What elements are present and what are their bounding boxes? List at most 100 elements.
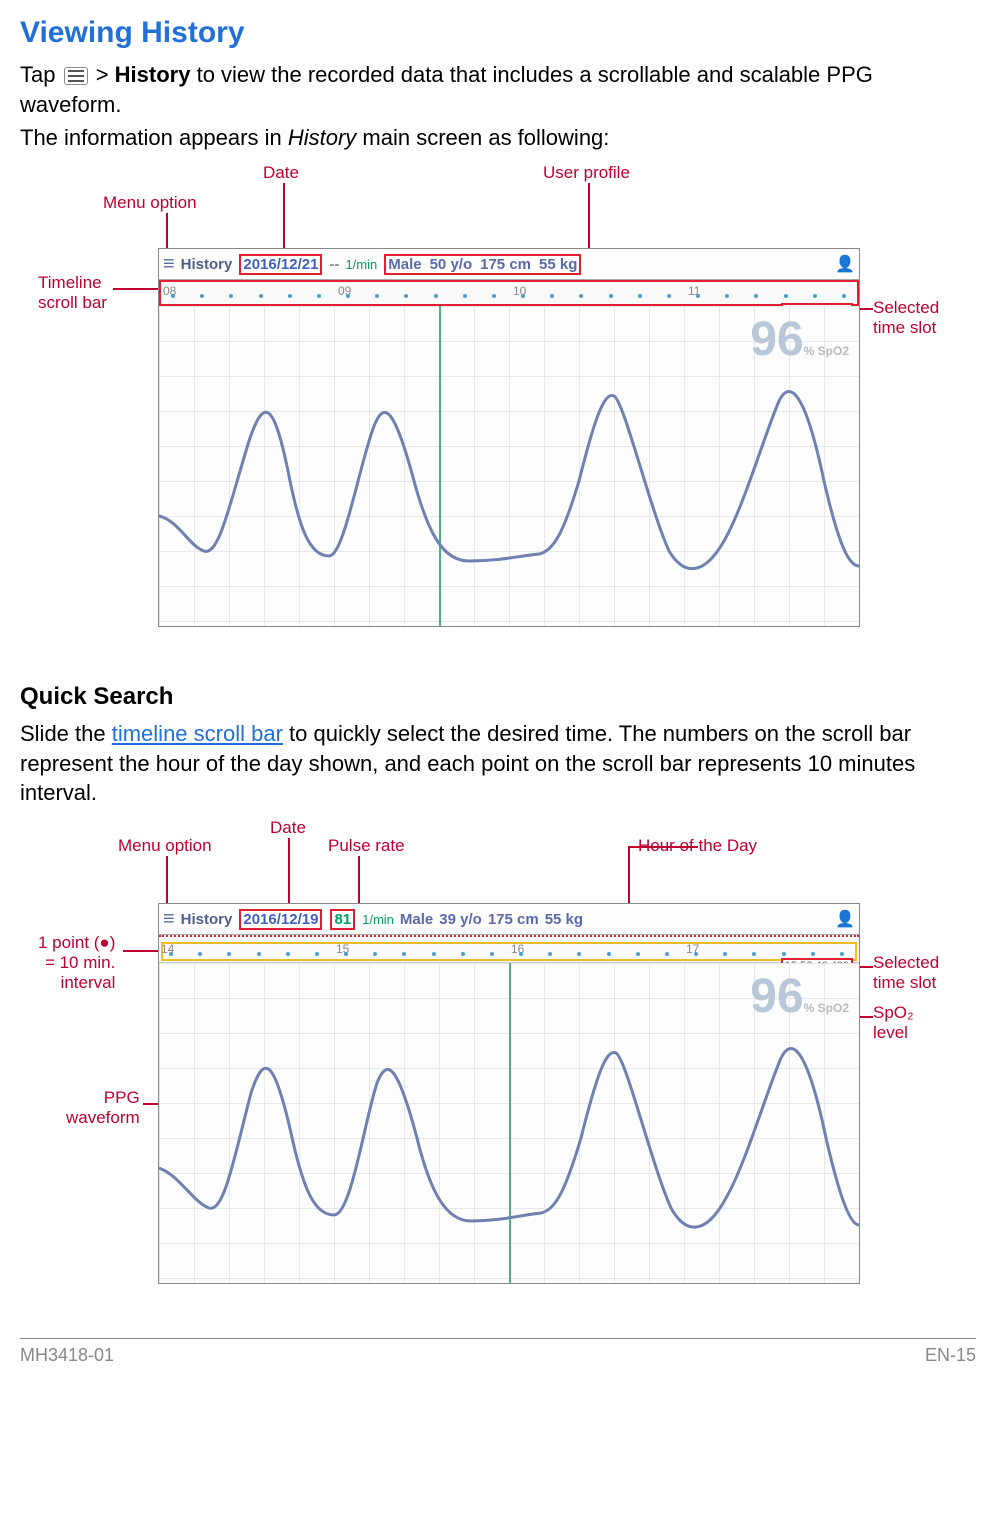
timeline-dot: [665, 952, 669, 956]
timeline-dot: [754, 294, 758, 298]
quick-search-paragraph: Slide the timeline scroll bar to quickly…: [20, 719, 976, 808]
profile-height: 175 cm: [488, 911, 539, 928]
figure-quick-search: Menu option Date Pulse rate Hour of the …: [38, 818, 958, 1308]
timeline-dot: [548, 952, 552, 956]
timeline-dot: [842, 294, 846, 298]
timeline-dot: [811, 952, 815, 956]
date-box[interactable]: 2016/12/19: [239, 909, 322, 930]
anno-line: [358, 856, 360, 906]
history-label: History: [181, 256, 233, 273]
timeline-dot: [402, 952, 406, 956]
timeline-dot: [461, 952, 465, 956]
timeline-dot: [550, 294, 554, 298]
anno-user-profile: User profile: [543, 163, 630, 183]
chart-area[interactable]: 96% SpO2: [159, 306, 859, 626]
date-box[interactable]: 2016/12/21: [239, 254, 322, 275]
timeline-dot: [463, 294, 467, 298]
rate-box: 81: [330, 909, 355, 930]
text: The information appears in: [20, 125, 288, 150]
timeline-scrollbar[interactable]: 14151617: [159, 940, 859, 963]
timeline-dot: [784, 294, 788, 298]
timeline-dot: [286, 952, 290, 956]
timeline-dot: [227, 952, 231, 956]
intro-paragraph-2: The information appears in History main …: [20, 123, 976, 153]
anno-one-point: 1 point (●) = 10 min. interval: [38, 933, 115, 993]
profile-gender: Male: [400, 911, 433, 928]
anno-line: [166, 213, 168, 251]
timeline-dot: [638, 294, 642, 298]
timeline-dot: [636, 952, 640, 956]
anno-selected-time: Selected time slot: [873, 298, 939, 338]
timeline-dot: [434, 294, 438, 298]
text: History: [288, 125, 356, 150]
ppg-wave: [159, 306, 859, 626]
timeline-scroll-link[interactable]: timeline scroll bar: [112, 721, 283, 746]
hamburger-icon[interactable]: ≡: [163, 254, 175, 274]
timeline-dot: [317, 294, 321, 298]
timeline-dot: [404, 294, 408, 298]
anno-line: [113, 288, 158, 290]
timeline-dot: [229, 294, 233, 298]
anno-line: [588, 183, 590, 251]
timeline-dot: [667, 294, 671, 298]
quick-search-title: Quick Search: [20, 683, 976, 711]
timeline-dot: [723, 952, 727, 956]
profile-box[interactable]: Male 50 y/o 175 cm 55 kg: [384, 254, 581, 275]
page-title: Viewing History: [20, 16, 976, 50]
hamburger-icon[interactable]: ≡: [163, 909, 175, 929]
text: main screen as following:: [356, 125, 609, 150]
menu-icon: [64, 67, 88, 85]
anno-timeline-scroll: Timeline scroll bar: [38, 273, 107, 313]
anno-line: [288, 838, 290, 906]
timeline-dot: [490, 952, 494, 956]
page-footer: MH3418-01 EN-15: [20, 1338, 976, 1366]
profile-weight: 55 kg: [545, 911, 583, 928]
phone-header: ≡ History 2016/12/19 81 1/min Male 39 y/…: [159, 904, 859, 935]
timeline-dot: [840, 952, 844, 956]
timeline-dot: [577, 952, 581, 956]
text: Tap: [20, 62, 62, 87]
rate-value: --: [329, 256, 339, 273]
timeline-dot: [725, 294, 729, 298]
timeline-dot: [288, 294, 292, 298]
anno-pulse-rate: Pulse rate: [328, 836, 405, 856]
timeline-dot: [198, 952, 202, 956]
timeline-dot: [752, 952, 756, 956]
profile-icon[interactable]: 👤: [835, 909, 855, 929]
chart-area[interactable]: 96% SpO2: [159, 963, 859, 1283]
anno-line: [123, 950, 158, 952]
phone-screenshot: ≡ History 2016/12/19 81 1/min Male 39 y/…: [158, 903, 860, 1284]
anno-menu-option: Menu option: [103, 193, 197, 213]
text: Slide the: [20, 721, 112, 746]
text: >: [90, 62, 115, 87]
anno-selected-time: Selected time slot: [873, 953, 939, 993]
timeline-dot: [200, 294, 204, 298]
timeline-dot: [373, 952, 377, 956]
intro-paragraph-1: Tap > History to view the recorded data …: [20, 60, 976, 119]
phone-screenshot: ≡ History 2016/12/21 -- 1/min Male 50 y/…: [158, 248, 860, 627]
history-word: History: [115, 62, 191, 87]
timeline-dot: [432, 952, 436, 956]
timeline-dot: [257, 952, 261, 956]
anno-menu-option: Menu option: [118, 836, 212, 856]
history-label: History: [181, 911, 233, 928]
timeline-dot: [813, 294, 817, 298]
rate-unit: 1/min: [362, 912, 394, 927]
timeline-dot: [579, 294, 583, 298]
profile-icon[interactable]: 👤: [835, 254, 855, 274]
profile-age: 39 y/o: [439, 911, 482, 928]
timeline-dot: [375, 294, 379, 298]
anno-spo2-level: SpO₂ level: [873, 1003, 914, 1043]
rate-unit: 1/min: [345, 257, 377, 272]
timeline-scrollbar[interactable]: 08091011: [159, 280, 859, 306]
anno-line: [166, 856, 168, 906]
figure-history-main: Menu option Date User profile Timeline s…: [38, 163, 958, 653]
anno-line: [628, 846, 698, 848]
timeline-dot: [609, 294, 613, 298]
timeline-dot: [782, 952, 786, 956]
anno-date: Date: [270, 818, 306, 838]
timeline-dot: [607, 952, 611, 956]
phone-header: ≡ History 2016/12/21 -- 1/min Male 50 y/…: [159, 249, 859, 280]
timeline-dot: [259, 294, 263, 298]
footer-right: EN-15: [925, 1345, 976, 1366]
